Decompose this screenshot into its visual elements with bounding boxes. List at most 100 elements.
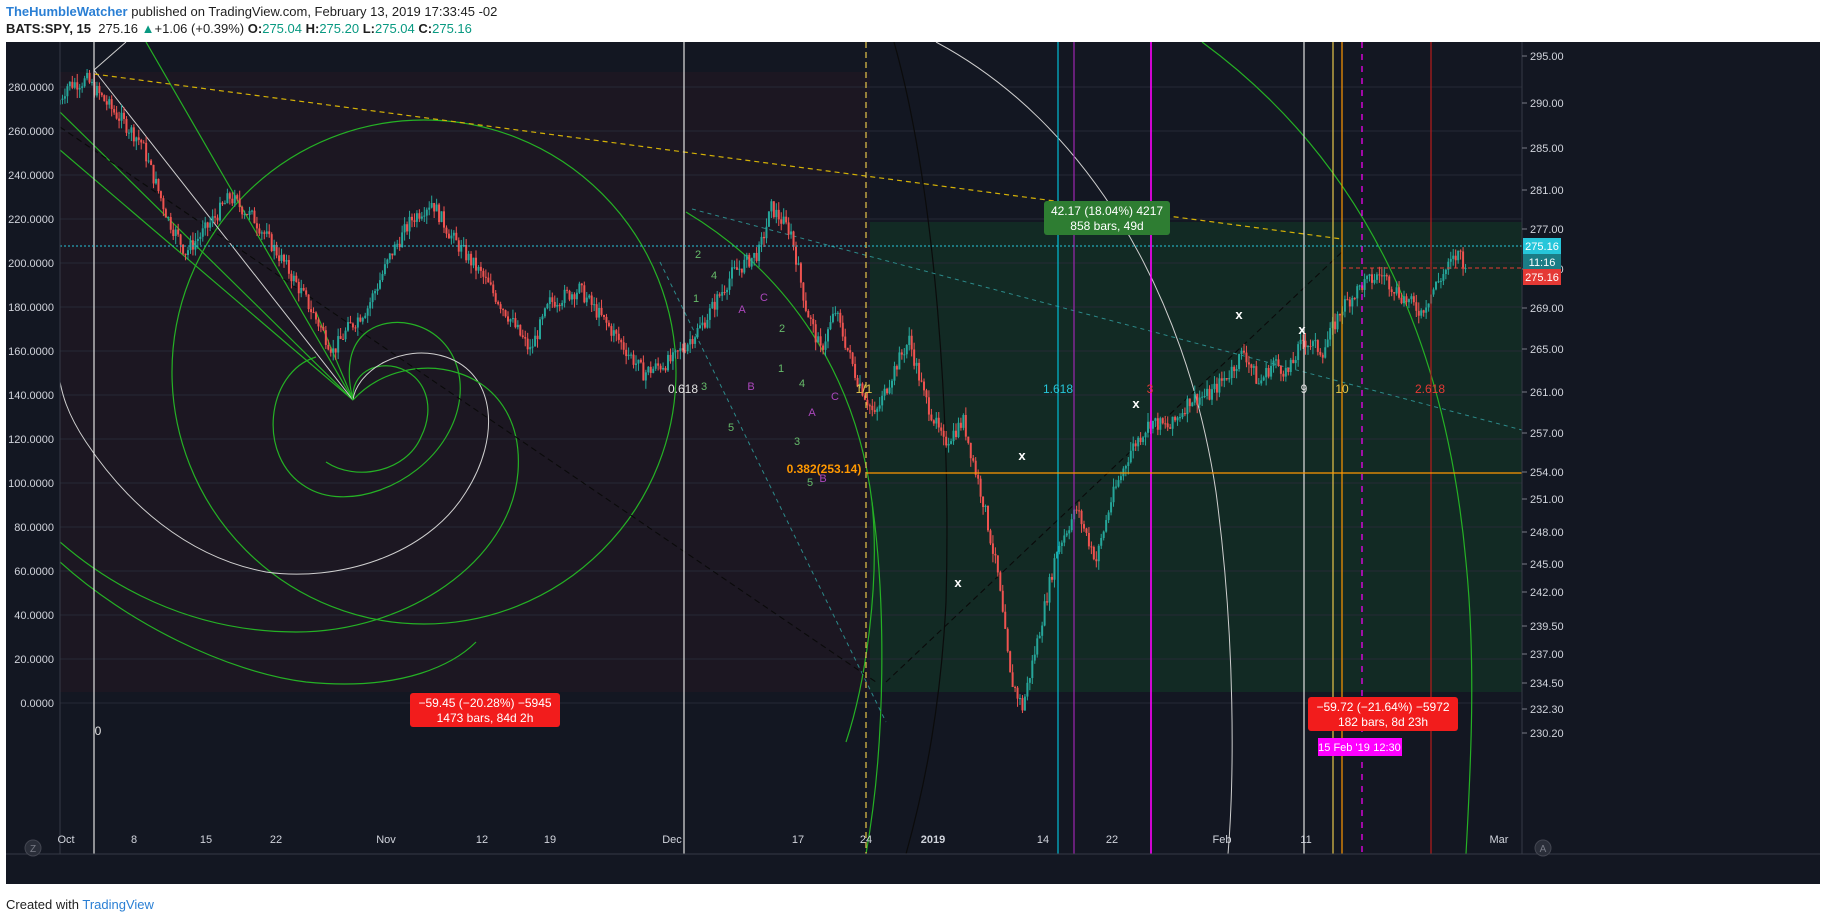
candle-body <box>174 229 177 236</box>
chart-area[interactable]: 0.618 1/1 1.618 9 10 2.618 0.382(253.14) 0 2 4 1 3 5… <box>6 42 1820 884</box>
candle-body <box>854 363 857 378</box>
drawing-tools[interactable] <box>60 42 1522 854</box>
candle-body <box>305 290 308 295</box>
candle-body <box>319 326 322 328</box>
candle-body <box>580 283 583 286</box>
candle-body <box>541 316 544 320</box>
up-arrow-icon: ▲ <box>141 21 155 36</box>
candle-body <box>1095 559 1098 562</box>
candle-body <box>1302 339 1305 341</box>
fib-arc-dec-lower[interactable] <box>865 501 883 854</box>
time-axis-tick: Nov <box>376 834 396 846</box>
fib-spiral-white-arc[interactable] <box>60 352 490 575</box>
teal-dashed-line-1[interactable] <box>691 208 1522 431</box>
candle-body <box>295 275 298 282</box>
candle-body <box>253 210 256 224</box>
teal-dashed-line-2[interactable] <box>659 261 887 723</box>
fan-line-3[interactable] <box>145 42 354 401</box>
fan-line-white-top[interactable] <box>93 42 127 71</box>
fib-spiral-inner-arc[interactable] <box>272 321 461 498</box>
candle-body <box>1026 682 1029 697</box>
fib-arc-right[interactable] <box>1201 42 1473 854</box>
candle-body <box>1196 394 1199 405</box>
symbol-label[interactable]: BATS:SPY, 15 <box>6 21 92 36</box>
x-marker: x <box>954 575 962 590</box>
candle-body <box>785 216 788 223</box>
candle-body <box>1405 296 1408 303</box>
candle-body <box>91 81 93 83</box>
candle-body <box>859 383 861 386</box>
candle-body <box>817 336 820 343</box>
candle-body <box>1011 672 1014 688</box>
price-chart[interactable]: 0.618 1/1 1.618 9 10 2.6180.382(253.14)024135… <box>6 42 1820 884</box>
candle-body <box>420 216 423 219</box>
candle-body <box>223 203 226 205</box>
fan-line-1[interactable] <box>60 111 354 401</box>
candle-body <box>834 313 837 315</box>
candle-body <box>775 209 778 218</box>
candle-body <box>516 324 519 328</box>
candle-body <box>1351 297 1354 307</box>
candle-body <box>891 380 893 388</box>
candle-body <box>1055 551 1058 559</box>
zoom-reset-button[interactable] <box>24 839 42 857</box>
candle-body <box>1001 590 1004 612</box>
overlay-lines[interactable] <box>60 42 1522 854</box>
candle-body <box>1420 310 1423 316</box>
candle-body <box>940 427 943 431</box>
candle-body <box>1176 417 1179 421</box>
candle-body <box>1346 299 1349 301</box>
candle-body <box>1299 339 1302 345</box>
measure-line-1: 42.17 (18.04%) 4217 <box>1051 204 1163 218</box>
candle-body <box>108 99 111 105</box>
candle-body <box>898 352 901 370</box>
fan-line-2[interactable] <box>60 149 354 401</box>
candle-body <box>871 405 874 411</box>
candle-body <box>177 229 180 235</box>
candle-body <box>1119 476 1122 481</box>
author-link[interactable]: TheHumbleWatcher <box>6 4 128 19</box>
candle-body <box>689 339 692 345</box>
candle-body <box>1343 299 1346 312</box>
fib-arc-black[interactable] <box>893 42 948 854</box>
candle-body <box>873 410 876 412</box>
candle-body <box>699 325 701 329</box>
candle-body <box>386 259 389 265</box>
left-price-axis[interactable]: 280.0000 260.0000 240.0000 220.0000 200.0000… <box>8 82 54 710</box>
fib-spiral-lower-arc[interactable] <box>60 367 519 633</box>
candle-body <box>932 420 935 424</box>
fan-line-4[interactable] <box>315 311 354 401</box>
black-dashed-line-1[interactable] <box>60 126 877 683</box>
candle-body <box>676 350 679 352</box>
fib-spiral-core-arc[interactable] <box>325 365 429 473</box>
candle-body <box>790 231 793 235</box>
chart-annotation: 1 <box>778 363 784 375</box>
fib-arc-dec[interactable] <box>685 211 875 743</box>
candle-body <box>740 268 743 273</box>
candle-body <box>1218 378 1221 393</box>
fan-line-white[interactable] <box>93 69 354 401</box>
tradingview-logo[interactable]: TradingView <box>82 897 154 912</box>
resistance-trendline[interactable] <box>93 73 1343 240</box>
candle-body <box>1321 354 1324 358</box>
plot-area[interactable]: 0.618 1/1 1.618 9 10 2.6180.382(253.14)024135… <box>59 42 1522 854</box>
candle-body <box>1181 413 1184 418</box>
chart-annotation: A <box>808 407 816 419</box>
auto-scale-button[interactable] <box>1534 839 1552 857</box>
close-label: C: <box>418 21 433 36</box>
candle-body <box>649 366 652 373</box>
low-label: L: <box>362 21 375 36</box>
black-dashed-line-2[interactable] <box>885 251 1343 683</box>
right-price-axis[interactable]: 295.00290.00285.00281.00277.00273.00269.… <box>1522 51 1564 740</box>
time-axis[interactable]: Oct 8 15 22 Nov 12 19 Dec 17 24 2019 14 22 Feb 11 Mar Z A <box>24 834 1552 857</box>
fib-arc-bottom[interactable] <box>60 561 477 685</box>
candle-body <box>1252 366 1255 368</box>
fib-arc-white[interactable] <box>935 42 1233 854</box>
candle-body <box>863 395 866 400</box>
candle-body <box>123 112 125 119</box>
candle-body <box>191 240 194 250</box>
chart-annotation: 3 <box>701 381 707 393</box>
fib-spiral-outer-arc[interactable] <box>171 119 677 625</box>
candle-body <box>1243 350 1245 353</box>
candle-body <box>302 287 305 291</box>
